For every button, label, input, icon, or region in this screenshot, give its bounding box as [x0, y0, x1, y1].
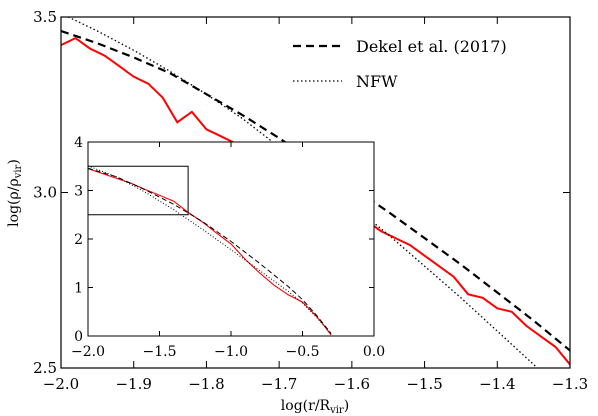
legend-label-dekel: Dekel et al. (2017) [356, 37, 507, 56]
y-axis-label: log(ρ/ρvir) [6, 159, 24, 227]
inset-background [88, 142, 374, 336]
y-tick-label: 3.5 [33, 8, 57, 26]
inset-plot: −2.0 −1.5 −1.0 −0.5 0.0 0 1 2 3 4 [71, 135, 385, 360]
inset-x-tick-label: −1.5 [143, 344, 177, 360]
inset-x-tick-label: −0.5 [286, 344, 320, 360]
inset-x-tick-label: −2.0 [71, 344, 105, 360]
inset-y-tick-label: 2 [74, 232, 83, 248]
inset-y-tick-label: 3 [74, 184, 83, 200]
legend-label-nfw: NFW [356, 72, 398, 91]
inset-x-tick-label: 0.0 [363, 344, 385, 360]
x-tick-label: −1.5 [406, 375, 442, 393]
inset-ticks: −2.0 −1.5 −1.0 −0.5 0.0 0 1 2 3 4 [71, 135, 385, 360]
main-ticks: −2.0 −1.9 −1.8 −1.7 −1.6 −1.5 −1.4 −1.3 2.5 3.0 3.… [33, 8, 588, 393]
x-tick-label: −1.4 [479, 375, 515, 393]
x-tick-label: −1.9 [115, 375, 151, 393]
inset-y-tick-label: 0 [74, 329, 83, 345]
inset-y-tick-label: 1 [74, 281, 83, 297]
inset-x-tick-label: −1.0 [214, 344, 248, 360]
series-line-2 [66, 17, 539, 368]
inset-series-group [88, 165, 332, 336]
x-tick-label: −1.6 [334, 375, 370, 393]
legend: Dekel et al. (2017) NFW [293, 37, 507, 91]
x-tick-label: −1.8 [188, 375, 224, 393]
x-tick-label: −1.7 [261, 375, 297, 393]
y-tick-label: 3.0 [33, 184, 57, 202]
inset-y-tick-label: 4 [74, 135, 83, 151]
y-tick-label: 2.5 [33, 359, 57, 377]
inset-series-line-1 [88, 167, 332, 334]
x-axis-label: log(r/Rvir) [281, 398, 349, 416]
x-tick-label: −2.0 [43, 375, 79, 393]
x-tick-label: −1.3 [552, 375, 588, 393]
